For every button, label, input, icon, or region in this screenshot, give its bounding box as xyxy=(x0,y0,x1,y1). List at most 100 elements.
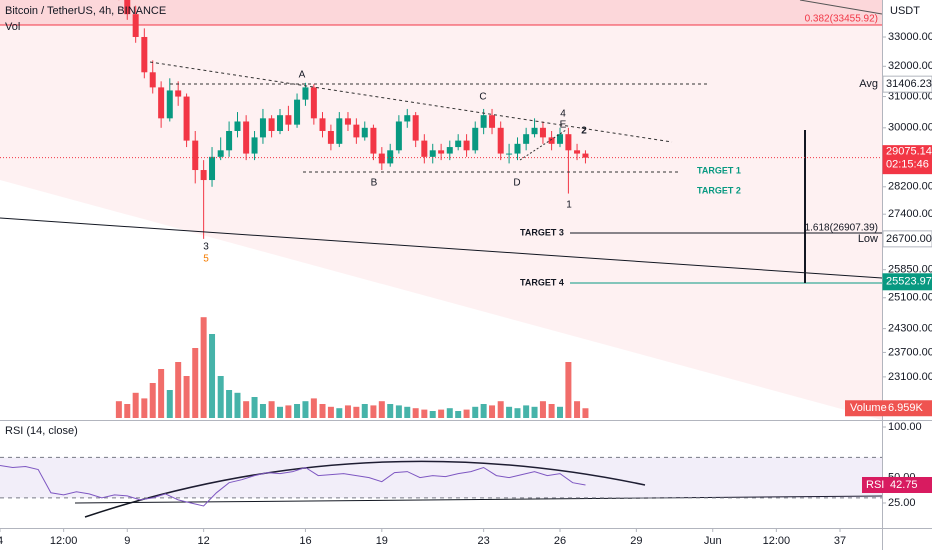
rsi-band xyxy=(0,457,882,498)
rsi-label-value: 42.75 xyxy=(890,479,918,491)
x-tick-label: 23 xyxy=(478,535,490,547)
target-label: TARGET 1 xyxy=(697,165,741,175)
volume-bar xyxy=(480,404,487,418)
volume-bar xyxy=(489,405,496,418)
fib-label: 1.618(26907.39) xyxy=(805,223,878,234)
candle-body xyxy=(463,140,470,151)
wave-label: C xyxy=(479,92,486,103)
volume-bar xyxy=(183,376,190,418)
candle-body xyxy=(387,150,394,164)
candle-body xyxy=(132,14,139,37)
candle-body xyxy=(353,124,360,138)
volume-bar xyxy=(472,406,479,418)
rsi-arc xyxy=(84,460,646,518)
trend-line xyxy=(0,217,883,279)
candle-body xyxy=(539,127,546,138)
candle-body xyxy=(124,0,131,15)
candle-body xyxy=(336,118,343,144)
rsi-label-box xyxy=(862,476,932,493)
volume-bar xyxy=(344,405,351,418)
candle-body xyxy=(175,90,182,97)
y-tick-label: 27400.00 xyxy=(888,208,932,220)
wave-label: 4 xyxy=(560,109,566,120)
candle-body xyxy=(158,87,165,119)
price-pane xyxy=(118,0,589,239)
x-tick-label: 4 xyxy=(0,535,3,547)
y-tick-label: 25.00 xyxy=(888,497,916,509)
volume-bar xyxy=(557,406,563,418)
candle-body xyxy=(302,87,309,100)
candle-body xyxy=(149,72,156,88)
volume-bar xyxy=(523,405,530,418)
volume-bar xyxy=(336,408,343,418)
volume-bar xyxy=(166,390,173,418)
marker-value: 29075.14 xyxy=(886,146,932,158)
trend-line xyxy=(799,0,883,15)
marker-box xyxy=(882,145,932,175)
candle-body xyxy=(344,118,351,125)
volume-bar xyxy=(455,411,462,418)
x-tick-label: 12:00 xyxy=(763,535,791,547)
volume-bar xyxy=(463,409,470,418)
candle-body xyxy=(370,127,377,154)
volume-bar xyxy=(141,398,148,418)
volume-bar xyxy=(514,408,521,418)
volume-bar xyxy=(438,409,445,418)
target-label: TARGET 3 xyxy=(520,227,564,237)
candle-body xyxy=(319,118,326,131)
marker-name: Low xyxy=(858,233,878,245)
volume-bar xyxy=(582,408,589,418)
candle-body xyxy=(489,115,496,128)
volume-label-name: Volume xyxy=(850,402,887,414)
y-tick-label: 25100.00 xyxy=(888,292,932,304)
volume-bar xyxy=(132,392,139,418)
rsi-trend xyxy=(74,495,883,504)
wave-label: E xyxy=(560,120,567,131)
candle-body xyxy=(200,170,207,181)
marker-value: 25523.97 xyxy=(886,276,932,288)
candle-body xyxy=(192,140,199,171)
volume-bar xyxy=(243,401,250,418)
volume-bar xyxy=(158,369,165,418)
x-tick-label: 12 xyxy=(198,535,210,547)
candle-body xyxy=(548,137,555,144)
candle-body xyxy=(327,130,334,144)
candle-body xyxy=(404,115,411,122)
candle-body xyxy=(506,153,513,155)
marker-value: 31406.23 xyxy=(886,78,932,90)
volume-bar xyxy=(421,409,428,418)
candle-body xyxy=(472,127,479,151)
candle-body xyxy=(557,134,563,144)
candle-body xyxy=(412,115,419,141)
volume-label-box xyxy=(845,400,932,417)
volume-bar xyxy=(310,398,317,418)
candle-body xyxy=(234,121,241,131)
wave-label: 1 xyxy=(566,200,572,211)
candle-body xyxy=(183,96,190,141)
volume-bar xyxy=(209,334,216,418)
volume-bar xyxy=(497,401,504,418)
volume-bar xyxy=(446,408,453,418)
x-tick-label: 29 xyxy=(630,535,642,547)
marker-countdown: 02:15:46 xyxy=(886,159,929,171)
volume-bar xyxy=(234,392,241,418)
candle-body xyxy=(268,118,275,131)
wave-label: D xyxy=(513,178,520,189)
candle-body xyxy=(582,153,589,158)
candle-body xyxy=(480,115,487,128)
volume-bar xyxy=(574,401,581,418)
volume-bar xyxy=(539,401,546,418)
candle-body xyxy=(531,127,538,135)
volume-bar xyxy=(378,401,385,418)
y-tick-label: 23700.00 xyxy=(888,346,932,358)
volume-bar xyxy=(259,404,266,418)
wave-label: B xyxy=(371,178,378,189)
volume-bar xyxy=(506,406,513,418)
volume-bar xyxy=(226,390,233,418)
candle-body xyxy=(209,156,216,181)
y-tick-label: 32000.00 xyxy=(888,60,932,72)
volume-bar xyxy=(175,362,182,418)
y-tick-label: 28200.00 xyxy=(888,181,932,193)
wave-label: 2 xyxy=(581,126,587,137)
volume-bar xyxy=(277,406,283,418)
